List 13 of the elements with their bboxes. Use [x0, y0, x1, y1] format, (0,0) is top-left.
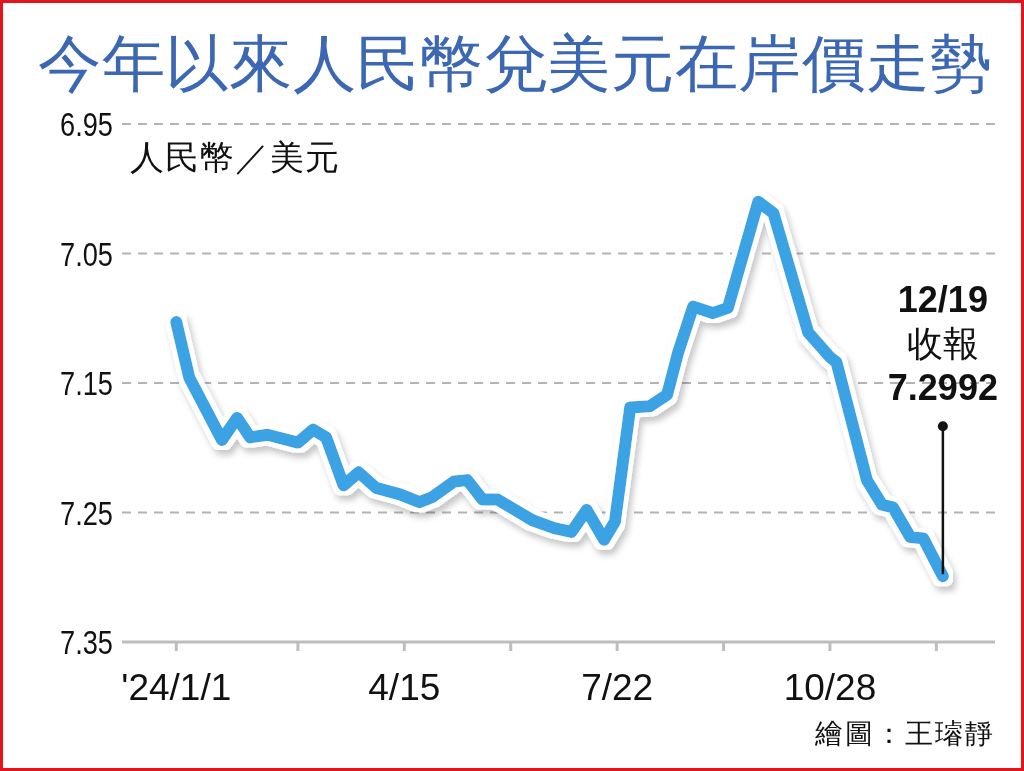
- x-tick-label: '24/1/1: [121, 667, 232, 708]
- y-tick-label: 7.35: [60, 623, 113, 662]
- y-tick-label: 7.05: [60, 234, 113, 274]
- y-tick-label: 7.25: [60, 493, 113, 533]
- x-tick-label: 4/15: [368, 667, 441, 708]
- y-axis-title: 人民幣／美元: [130, 138, 340, 176]
- chart-title: 今年以來人民幣兌美元在岸價走勢: [38, 28, 993, 98]
- y-tick-label: 6.95: [60, 105, 113, 144]
- x-tick-label: 10/28: [783, 667, 877, 708]
- annotation: 12/19 收報 7.2992: [887, 279, 998, 409]
- x-tick-label: 7/22: [581, 667, 654, 708]
- text: 繪圖：王璿靜: [814, 718, 995, 749]
- y-tick-label: 7.15: [60, 364, 113, 403]
